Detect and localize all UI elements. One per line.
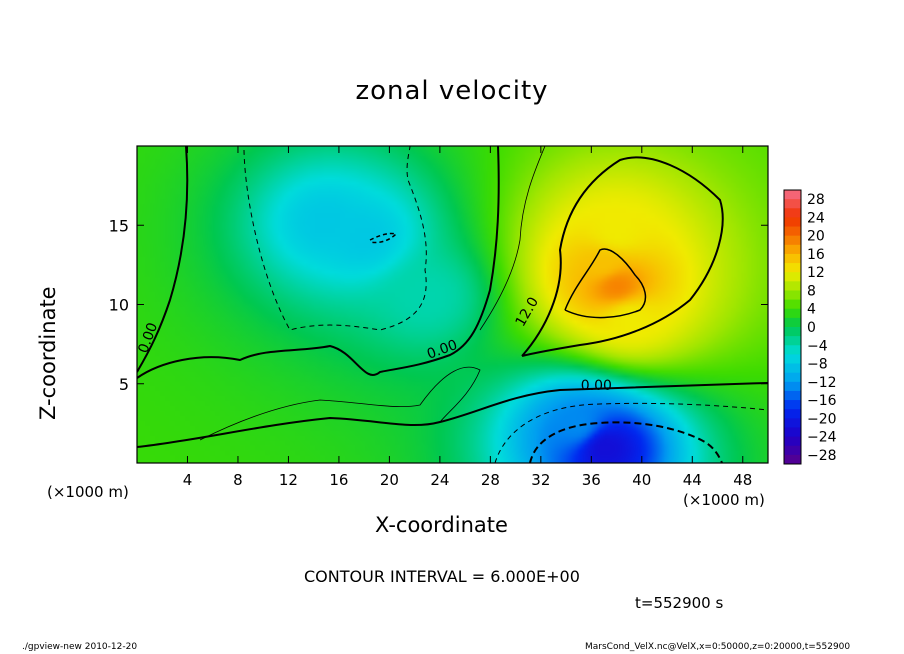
colorbar-swatch: [784, 235, 801, 246]
colorbar-swatch: [784, 390, 801, 401]
y-tick-label: 10: [109, 296, 129, 315]
colorbar-swatch: [784, 299, 801, 310]
colorbar-swatch: [784, 327, 801, 337]
x-tick-label: 36: [582, 471, 601, 489]
six-contour-upper: [479, 146, 546, 331]
colorbar-swatch: [784, 363, 801, 374]
zero-contour-left: [137, 146, 189, 373]
six-contour-lower: [199, 366, 481, 441]
velocity-field: [137, 146, 768, 463]
x-tick-label: 12: [279, 471, 298, 489]
y-axis-label: Z-coordinate: [36, 286, 60, 420]
neg-eighteen-contour: [369, 232, 398, 244]
colorbar-swatch: [784, 436, 801, 447]
time-label: t=552900 s: [635, 594, 724, 612]
colorbar-swatch: [784, 199, 801, 209]
colorbar-swatch: [784, 418, 801, 428]
colorbar-swatch: [784, 445, 801, 456]
colorbar-swatch: [784, 354, 801, 365]
x-tick-label: 44: [683, 471, 702, 489]
contour-label: 0.00: [581, 378, 612, 394]
x-tick-label: 48: [733, 471, 752, 489]
x-tick-label: 20: [380, 471, 399, 489]
colorbar-swatch: [784, 272, 801, 282]
colorbar-tick-label: −4: [807, 338, 828, 354]
colorbar-tick-label: −20: [807, 411, 837, 427]
colorbar-tick-label: 16: [807, 247, 825, 263]
colorbar-swatch: [784, 253, 801, 264]
eighteen-contour: [564, 248, 647, 319]
colorbar-tick-label: −24: [807, 430, 837, 446]
colorbar-tick-label: 28: [807, 192, 825, 208]
twelve-contour: [521, 156, 724, 357]
colorbar-tick-label: −12: [807, 375, 837, 391]
colorbar-tick-label: 0: [807, 320, 816, 336]
colorbar-frame: [783, 189, 802, 465]
colorbar-tick-label: 20: [807, 229, 825, 245]
footer-source: MarsCond_VelX.nc@VelX,x=0:50000,z=0:2000…: [585, 642, 851, 652]
colorbar-swatch: [784, 409, 801, 419]
colorbar-swatch: [784, 345, 801, 355]
colorbar-tick-label: 24: [807, 210, 825, 226]
colorbar-swatch: [784, 217, 801, 228]
colorbar-swatch: [784, 226, 801, 237]
colorbar-swatch: [784, 281, 801, 291]
colorbar-swatch: [784, 454, 801, 465]
colorbar-swatch: [784, 208, 801, 218]
x-tick-label: 32: [531, 471, 550, 489]
x-tick-label: 28: [481, 471, 500, 489]
y-tick-label: 15: [109, 216, 129, 235]
footer-program: ./gpview-new 2010-12-20: [22, 642, 138, 652]
colorbar-swatch: [784, 427, 801, 438]
x-tick-label: 4: [183, 471, 193, 489]
colorbar-swatch: [784, 400, 801, 410]
colorbar: 28 24 20 16 12 8 4 0 −4 −8 −12 −16 −20 −24 −28: [783, 189, 837, 465]
neg-six-contour-bottom: [494, 402, 768, 463]
x-axis-label: X-coordinate: [375, 513, 508, 537]
colorbar-tick-label: −16: [807, 393, 837, 409]
zero-contour-middle: [137, 146, 500, 379]
colorbar-tick-label: 12: [807, 265, 825, 281]
x-unit-label: (×1000 m): [683, 491, 765, 509]
colorbar-tick-label: 8: [807, 283, 816, 299]
x-axis: 4 8 12 16 20 24 28 32 36 40 44 48: [183, 146, 752, 489]
colorbar-swatch: [784, 308, 801, 319]
colorbar-swatch: [784, 381, 801, 392]
colorbar-swatch: [784, 336, 801, 346]
x-tick-label: 24: [430, 471, 449, 489]
chart-title: zonal velocity: [355, 76, 549, 106]
colorbar-tick-label: 4: [807, 302, 816, 318]
colorbar-swatch: [784, 290, 801, 301]
x-tick-label: 40: [632, 471, 651, 489]
neg-twelve-contour: [529, 421, 723, 463]
x-tick-label: 8: [233, 471, 243, 489]
x-tick-label: 16: [329, 471, 348, 489]
colorbar-swatch: [784, 190, 801, 200]
y-axis: 5 10 15: [109, 216, 768, 394]
y-unit-label: (×1000 m): [47, 483, 129, 501]
colorbar-swatch: [784, 317, 801, 328]
y-tick-label: 5: [119, 375, 129, 394]
colorbar-swatch: [784, 244, 801, 255]
neg-six-contour-top: [243, 146, 427, 331]
colorbar-tick-label: −28: [807, 448, 837, 464]
colorbar-tick-label: −8: [807, 357, 828, 373]
colorbar-swatch: [784, 372, 801, 383]
colorbar-swatch: [784, 263, 801, 273]
contour-interval: CONTOUR INTERVAL = 6.000E+00: [304, 567, 580, 586]
